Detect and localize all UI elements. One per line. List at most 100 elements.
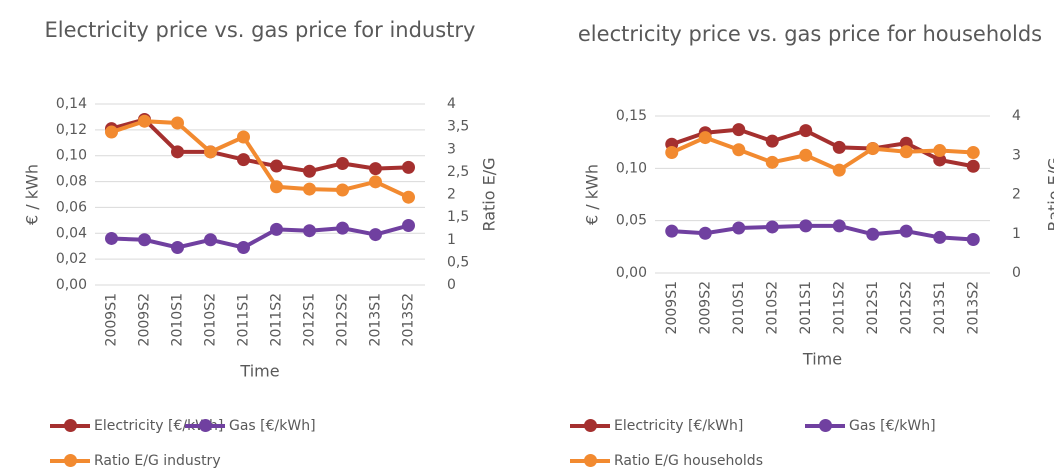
legend-label: Ratio E/G households [614, 453, 763, 469]
x-tick-label: 2013S1 [368, 293, 384, 346]
data-point [765, 155, 779, 169]
data-point [799, 124, 813, 138]
data-point [933, 230, 947, 244]
y-tick-label: 0,02 [56, 251, 87, 267]
y-tick-label: 0,15 [616, 108, 647, 124]
data-point [270, 180, 283, 194]
x-tick-label: 2010S2 [764, 281, 780, 334]
y2-tick-label: 1 [1012, 226, 1021, 242]
legend-swatch [570, 419, 610, 432]
legend-item: Gas [€/kWh] [805, 418, 936, 434]
y-tick-label: 0,00 [56, 277, 87, 293]
data-point [105, 125, 118, 139]
y2-tick-label: 3 [1012, 147, 1021, 163]
y2-tick-label: 0 [447, 277, 456, 293]
y2-tick-label: 4 [447, 96, 456, 112]
data-point [765, 134, 779, 148]
data-point [402, 219, 415, 233]
y2-tick-label: 3 [447, 141, 456, 157]
y2-tick-label: 2,5 [447, 164, 469, 180]
legend-label: Electricity [€/kWh] [94, 418, 224, 434]
data-point [966, 146, 980, 160]
data-point [966, 159, 980, 173]
data-point [171, 145, 184, 159]
x-tick-label: 2012S1 [302, 293, 318, 346]
x-tick-label: 2009S2 [697, 281, 713, 334]
data-point [402, 190, 415, 204]
y-axis-label: € / kWh [23, 164, 42, 225]
data-point [270, 159, 283, 173]
x-tick-label: 2012S1 [865, 281, 881, 334]
data-point [171, 241, 184, 255]
y-tick-label: 0,10 [616, 160, 647, 176]
data-point [866, 227, 880, 241]
series-line [670, 135, 974, 173]
x-tick-label: 2010S2 [203, 293, 219, 346]
data-point [799, 219, 813, 233]
x-tick-label: 2010S1 [170, 293, 186, 346]
y-tick-label: 0,14 [56, 96, 87, 112]
data-point [303, 224, 316, 238]
data-point [933, 153, 947, 167]
y2-tick-label: 4 [1012, 108, 1021, 124]
x-tick-label: 2010S1 [731, 281, 747, 334]
x-tick-label: 2011S1 [798, 281, 814, 334]
data-point [369, 175, 382, 189]
data-point [933, 144, 947, 158]
x-tick-label: 2012S2 [335, 293, 351, 346]
x-tick-label: 2009S1 [104, 293, 120, 346]
x-tick-label: 2011S2 [831, 281, 847, 334]
legend-label: Gas [€/kWh] [229, 418, 316, 434]
y2-axis-label: Ratio E/G [480, 157, 499, 231]
y2-tick-label: 2 [447, 187, 456, 203]
legend-item: Ratio E/G households [570, 453, 763, 469]
legend-item: Electricity [€/kWh] [50, 418, 223, 434]
data-point [732, 221, 746, 235]
y-tick-label: 0,05 [616, 213, 647, 229]
data-point [899, 224, 913, 238]
data-point [765, 220, 779, 234]
x-tick-label: 2011S2 [269, 293, 285, 346]
y2-tick-label: 1 [447, 232, 456, 248]
series-line [110, 119, 410, 200]
series-line [111, 223, 410, 250]
x-tick-label: 2009S2 [137, 293, 153, 346]
x-axis-label: Time [802, 350, 842, 369]
chart-title: Electricity price vs. gas price for indu… [44, 18, 476, 42]
legend-label: Electricity [€/kWh] [614, 418, 744, 434]
data-point [237, 153, 250, 167]
x-tick-label: 2012S2 [898, 281, 914, 334]
data-point [369, 228, 382, 242]
y2-tick-label: 1,5 [447, 209, 469, 225]
data-point [698, 131, 712, 145]
data-point [832, 140, 846, 154]
data-point [732, 143, 746, 157]
data-point [799, 148, 813, 162]
data-point [204, 233, 217, 247]
data-point [204, 145, 217, 159]
data-point [105, 231, 118, 245]
y-tick-label: 0,04 [56, 225, 87, 241]
x-tick-label: 2013S2 [401, 293, 417, 346]
data-point [665, 224, 679, 238]
legend-swatch [805, 419, 845, 432]
y-tick-label: 0,08 [56, 174, 87, 190]
y2-tick-label: 0,5 [447, 254, 469, 270]
data-point [832, 163, 846, 177]
x-tick-label: 2009S1 [664, 281, 680, 334]
y-tick-label: 0,00 [616, 265, 647, 281]
legend-item: Electricity [€/kWh] [570, 418, 743, 434]
x-tick-label: 2011S1 [236, 293, 252, 346]
data-point [138, 233, 151, 247]
data-point [402, 160, 415, 174]
series-line [671, 223, 974, 242]
y2-tick-label: 2 [1012, 187, 1021, 203]
y2-tick-label: 3,5 [447, 119, 469, 135]
legend-swatch [185, 419, 225, 432]
data-point [732, 123, 746, 137]
y-tick-label: 0,10 [56, 148, 87, 164]
data-point [303, 164, 316, 178]
data-point [665, 146, 679, 160]
legend-item: Gas [€/kWh] [185, 418, 316, 434]
